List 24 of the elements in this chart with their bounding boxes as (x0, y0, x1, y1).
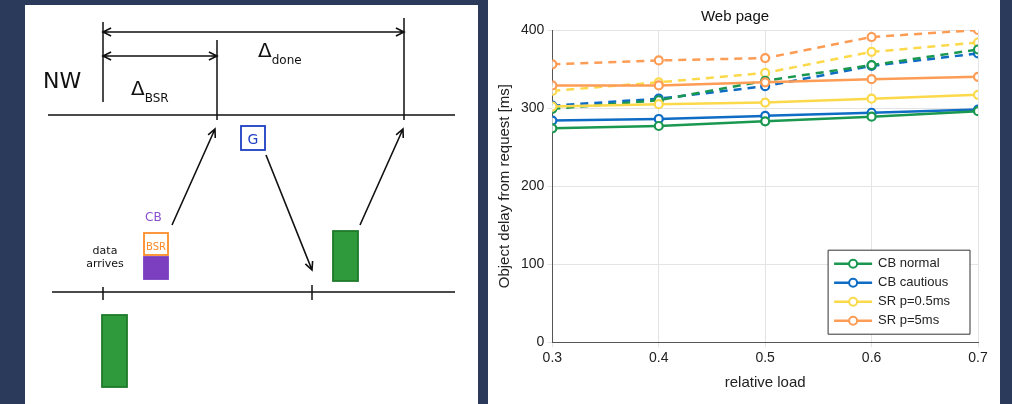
x-tick-label: 0.5 (755, 349, 776, 366)
y-tick-label: 0 (536, 333, 545, 350)
x-tick-label: 0.6 (861, 349, 882, 366)
legend-label: SR p=0.5ms (878, 293, 951, 309)
y-tick-label: 300 (521, 98, 545, 115)
x-axis-title: relative load (724, 373, 806, 391)
x-tick-label: 0.3 (542, 349, 563, 366)
legend-label: SR p=5ms (878, 312, 940, 328)
y-tick-label: 100 (521, 255, 545, 272)
y-axis-title: Object delay from request [ms] (495, 83, 513, 289)
text: BSR (146, 241, 167, 252)
y-tick-label: 400 (521, 20, 545, 37)
legend-label: CB cautious (878, 274, 949, 290)
text: CB (145, 210, 162, 224)
legend-label: CB normal (878, 255, 940, 271)
text: Δ$_{done}$ (258, 38, 302, 67)
y-tick-label: 200 (521, 176, 545, 193)
text: Δ$_{BSR}$ (131, 76, 169, 105)
text: NW (43, 68, 82, 93)
text: data arrives (86, 244, 125, 270)
text: G (247, 131, 259, 147)
x-tick-label: 0.4 (649, 349, 669, 366)
x-tick-label: 0.7 (968, 349, 988, 366)
chart-title: Web page (700, 7, 770, 25)
